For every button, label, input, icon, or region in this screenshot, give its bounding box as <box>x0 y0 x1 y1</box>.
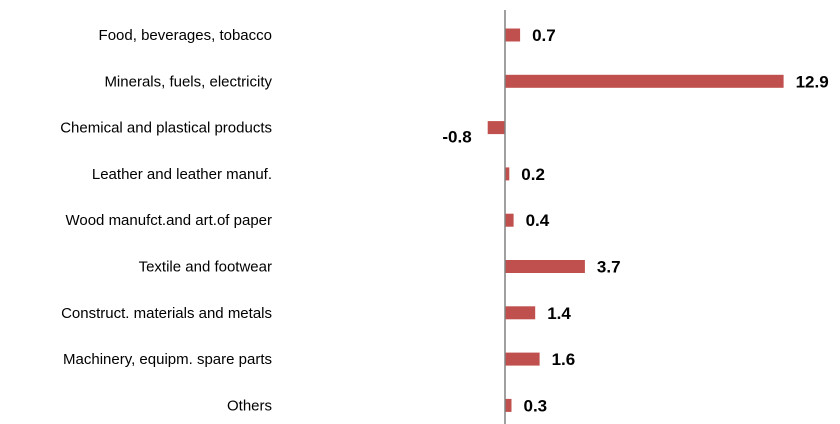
bar <box>505 306 536 320</box>
category-labels: Food, beverages, tobacco Minerals, fuels,… <box>60 27 272 414</box>
category-label: Wood manufct.and art.of paper <box>65 212 272 229</box>
category-label: Construct. materials and metals <box>61 305 272 322</box>
value-labels: 0.7 12.9 -0.8 0.2 0.4 3.7 1.4 1.6 0.3 <box>442 26 828 415</box>
value-label: 1.4 <box>547 304 571 323</box>
value-label: 0.4 <box>526 211 550 230</box>
bars-layer <box>487 28 784 412</box>
bar <box>505 398 512 412</box>
value-label: 0.7 <box>532 26 556 45</box>
bar <box>505 260 585 273</box>
category-label: Minerals, fuels, electricity <box>104 73 272 90</box>
bar <box>505 352 540 366</box>
value-label: 0.2 <box>521 165 545 184</box>
category-label: Leather and leather manuf. <box>92 166 272 183</box>
value-label: 3.7 <box>597 258 621 277</box>
value-label: 0.3 <box>524 396 548 415</box>
category-label: Food, beverages, tobacco <box>99 27 272 44</box>
category-label: Textile and footwear <box>139 259 272 276</box>
category-label: Others <box>227 397 272 414</box>
category-label: Machinery, equipm. spare parts <box>63 351 272 368</box>
value-label: 12.9 <box>796 72 829 91</box>
value-label: 1.6 <box>552 350 576 369</box>
bar <box>487 121 505 135</box>
bar <box>505 28 521 42</box>
category-label: Chemical and plastical products <box>60 120 272 137</box>
bar <box>505 74 784 88</box>
value-label: -0.8 <box>442 128 471 147</box>
bar <box>505 167 510 181</box>
bar <box>505 213 514 227</box>
